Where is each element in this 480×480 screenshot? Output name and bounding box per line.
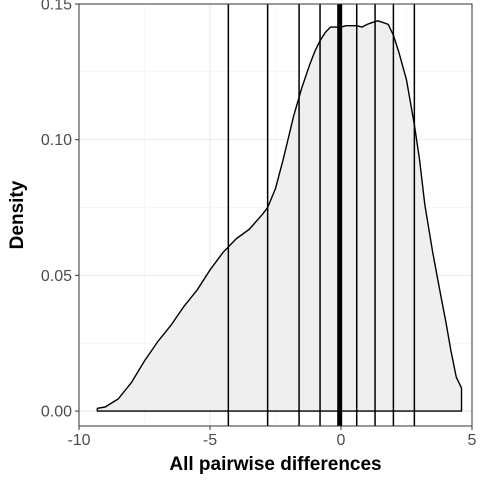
x-tick-label: -10 bbox=[67, 432, 90, 449]
plot-panel-border bbox=[78, 3, 473, 427]
x-tick-label: 0 bbox=[337, 432, 346, 449]
y-axis-title: Density bbox=[7, 180, 28, 249]
x-tick-label: -5 bbox=[203, 432, 217, 449]
x-axis-title: All pairwise differences bbox=[169, 454, 381, 475]
y-tick-label: 0.15 bbox=[41, 0, 72, 14]
y-tick-label: 0.05 bbox=[41, 268, 72, 285]
y-tick-label: 0.10 bbox=[41, 132, 72, 149]
x-tick-label: 5 bbox=[468, 432, 477, 449]
density-area-layer bbox=[96, 20, 463, 412]
vertical-lines-layer bbox=[227, 4, 416, 426]
density-curve bbox=[96, 20, 463, 412]
y-tick-label: 0.00 bbox=[41, 404, 72, 421]
axis-ticks-layer: -10 -5 0 5 0.00 0.05 0.10 0.15 bbox=[41, 0, 477, 449]
